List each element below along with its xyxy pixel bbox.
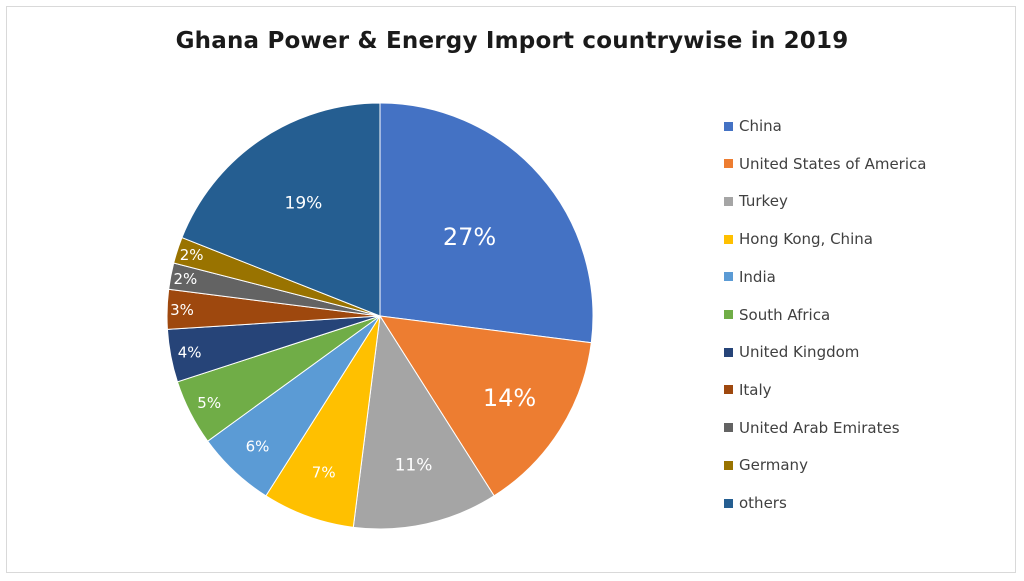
legend-swatch <box>724 460 733 470</box>
legend-swatch <box>724 347 733 357</box>
legend-label: Hong Kong, China <box>739 230 873 249</box>
legend-swatch <box>724 272 733 282</box>
legend-item-china: China <box>724 116 782 136</box>
legend-label: Germany <box>739 456 808 475</box>
data-label-germany: 2% <box>180 246 204 264</box>
data-label-turkey: 11% <box>395 456 433 476</box>
data-label-china: 27% <box>443 223 496 251</box>
legend-label: South Africa <box>739 305 831 324</box>
pie-slice-turkey <box>352 314 495 530</box>
legend-swatch <box>724 196 733 206</box>
pie-slice-china <box>379 102 594 344</box>
data-label-italy: 3% <box>170 301 194 319</box>
legend-item-turkey: Turkey <box>724 191 788 211</box>
legend-item-hong-kong-china: Hong Kong, China <box>724 229 873 249</box>
pie-slices <box>166 102 594 530</box>
legend-swatch <box>724 423 733 433</box>
legend-swatch <box>724 121 733 131</box>
data-label-south-africa: 5% <box>197 394 221 412</box>
legend-label: United Arab Emirates <box>739 418 900 437</box>
legend-item-south-africa: South Africa <box>724 305 830 325</box>
pie-data-labels: 27% 14% 11% 7% 6% 5% 4% 3% 2% 2% 19% <box>170 193 536 481</box>
data-label-india: 6% <box>246 437 270 455</box>
legend-label: others <box>739 494 787 512</box>
legend-swatch <box>724 310 733 319</box>
legend-swatch <box>724 159 733 169</box>
data-label-united-states-of-america: 14% <box>483 384 536 412</box>
chart-title: Ghana Power & Energy Import countrywise … <box>175 28 849 54</box>
data-label-others: 19% <box>285 193 323 213</box>
legend-label: United States of America <box>739 154 927 173</box>
pie-slice-united-states-of-america <box>379 315 592 497</box>
legend-item-india: India <box>724 267 776 287</box>
legend-label: United Kingdom <box>739 343 860 362</box>
legend-swatch <box>724 234 733 244</box>
data-label-united-arab-emirates: 2% <box>174 270 198 288</box>
legend-item-united-states-of-america: United States of America <box>724 154 926 174</box>
legend-item-germany: Germany <box>724 455 808 475</box>
data-label-hong-kong-china: 7% <box>312 463 336 481</box>
legend-swatch <box>724 498 733 508</box>
legend-label: China <box>739 117 782 135</box>
legend-item-united-kingdom: United Kingdom <box>724 342 859 362</box>
legend-item-others: others <box>724 493 787 513</box>
legend-label: Italy <box>739 380 772 399</box>
legend-item-italy: Italy <box>724 380 772 400</box>
legend-label: Turkey <box>739 192 788 211</box>
legend-item-united-arab-emirates: United Arab Emirates <box>724 418 900 438</box>
pie-slice-others <box>181 102 381 317</box>
legend-swatch <box>724 385 733 395</box>
data-label-united-kingdom: 4% <box>178 343 202 361</box>
legend-label: India <box>739 267 776 286</box>
